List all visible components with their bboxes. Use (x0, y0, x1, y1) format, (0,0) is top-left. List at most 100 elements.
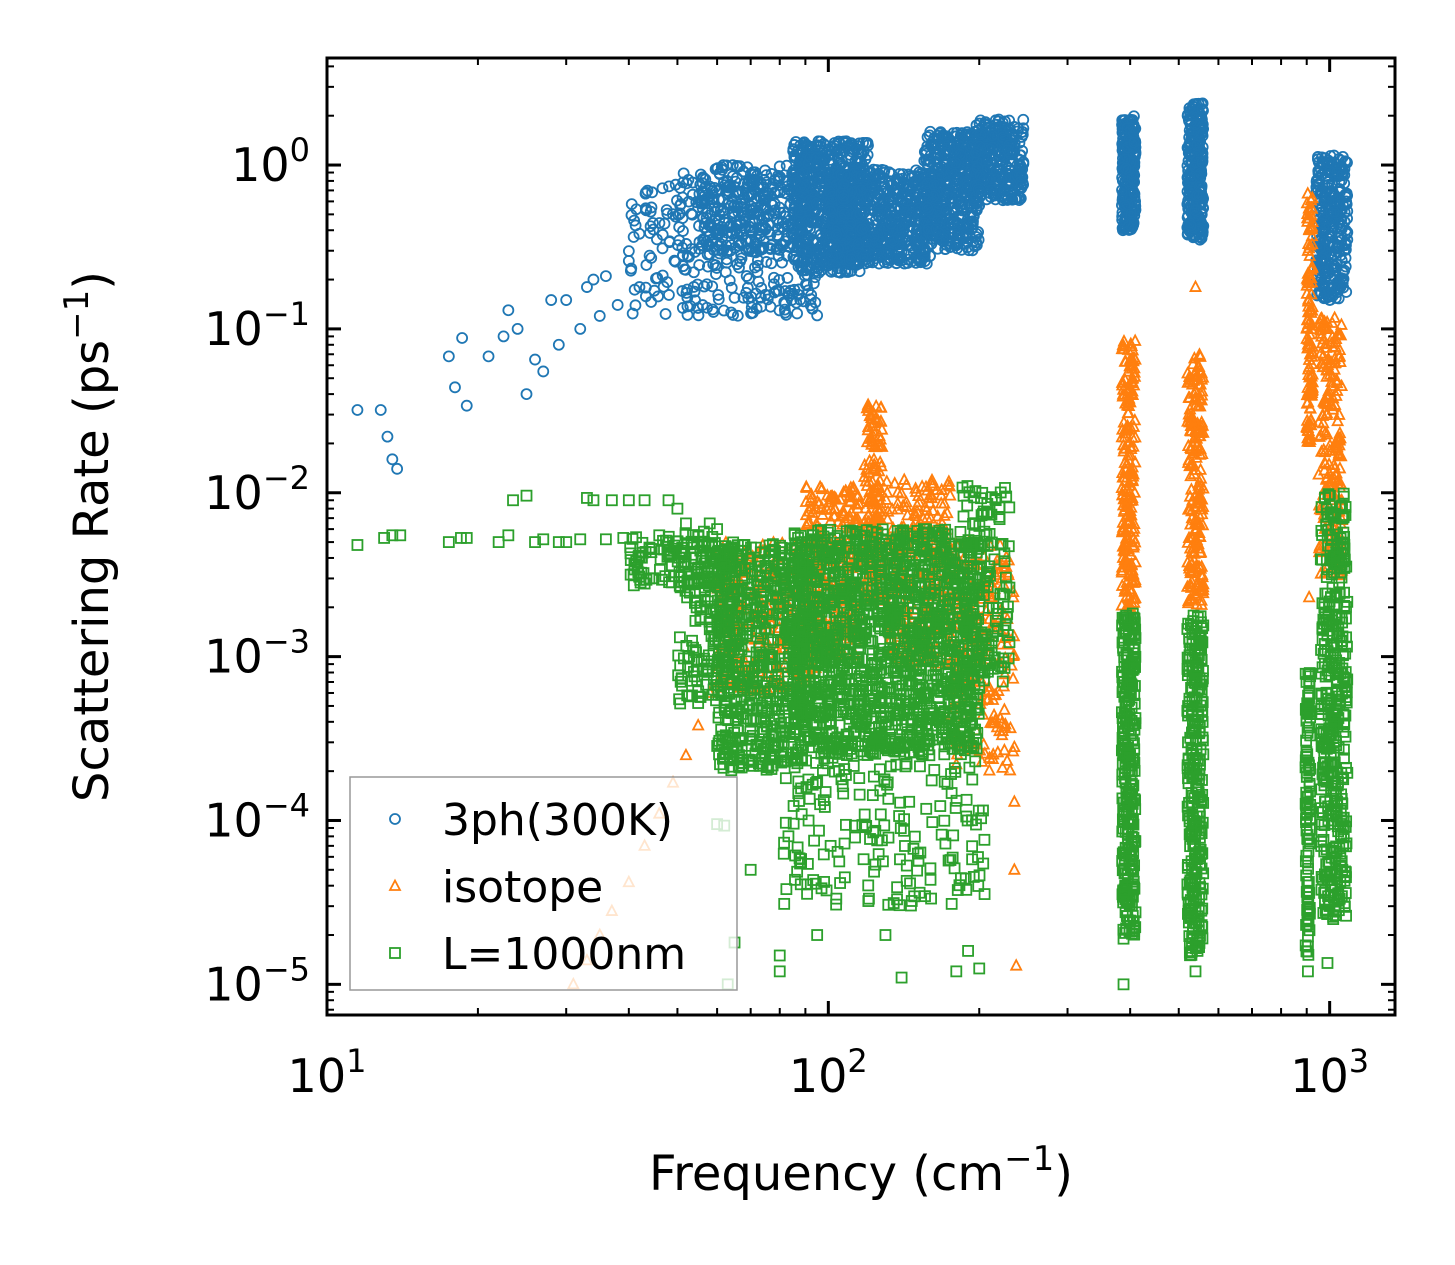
data-point-circle (760, 169, 773, 181)
data-point-circle (711, 162, 724, 175)
data-point-circle (391, 462, 404, 475)
data-point-circle (460, 399, 473, 412)
data-point-circle (746, 215, 759, 228)
data-point-circle (711, 244, 724, 256)
data-point-circle (768, 271, 780, 284)
data-point-circle (672, 209, 685, 221)
data-point-circle (745, 307, 757, 320)
data-point-triangle (799, 479, 813, 492)
data-point-circle (663, 289, 675, 301)
data-point-circle (729, 224, 742, 237)
data-point-triangle (1007, 794, 1021, 807)
data-point-circle (593, 310, 606, 322)
data-point-circle (374, 404, 387, 416)
data-point-circle (743, 242, 756, 255)
data-point-circle (648, 284, 661, 297)
data-point-circle (640, 259, 653, 271)
data-point-circle (704, 180, 716, 193)
data-point-circle (742, 174, 755, 187)
data-point-circle (624, 264, 637, 277)
data-point-circle (740, 182, 753, 195)
data-point-circle (652, 290, 664, 303)
data-point-circle (704, 209, 716, 222)
data-point-circle (719, 266, 732, 279)
data-point-circle (442, 350, 455, 363)
data-point-circle (639, 290, 652, 303)
data-point-circle (656, 228, 669, 241)
data-point-circle (351, 404, 364, 416)
data-point-circle (645, 201, 658, 214)
data-point-circle (717, 243, 730, 256)
data-point-circle (761, 293, 774, 306)
data-point-circle (712, 293, 725, 306)
data-point-triangle (679, 747, 693, 761)
data-point-circle (707, 258, 720, 271)
data-point-circle (386, 453, 399, 466)
data-point-circle (611, 299, 624, 311)
data-point-circle (482, 350, 495, 363)
data-point-circle (691, 278, 704, 291)
data-point-triangle (1302, 589, 1316, 603)
data-point-circle (677, 225, 689, 237)
data-point-circle (669, 255, 682, 268)
data-point-circle (714, 204, 727, 217)
data-point-circle (681, 291, 694, 304)
data-point-circle (757, 241, 770, 254)
data-point-circle (688, 285, 701, 298)
data-point-circle (802, 284, 815, 297)
data-point-circle (710, 223, 722, 236)
data-point-circle (728, 291, 741, 304)
data-point-circle (706, 280, 719, 293)
data-point-circle (651, 272, 664, 284)
data-point-circle (658, 217, 671, 230)
data-point-circle (674, 207, 686, 220)
data-point-circle (737, 165, 750, 178)
data-point-circle (748, 184, 761, 197)
data-point-circle (671, 239, 684, 252)
data-point-circle (587, 273, 600, 286)
data-point-circle (673, 221, 686, 234)
data-point-circle (731, 309, 744, 322)
data-point-circle (626, 307, 639, 320)
data-point-circle (766, 199, 779, 212)
data-point-circle (755, 291, 767, 304)
data-point-circle (497, 330, 510, 343)
data-point-circle (806, 302, 819, 315)
data-point-triangle (1003, 762, 1017, 776)
data-point-circle (599, 270, 612, 282)
data-point-circle (663, 180, 675, 193)
data-point-circle (545, 294, 558, 306)
data-point-circle (779, 285, 792, 297)
data-point-triangle (691, 718, 705, 731)
data-point-circle (537, 365, 550, 378)
data-point-circle (622, 245, 635, 258)
data-point-circle (707, 306, 720, 318)
data-point-circle (677, 176, 690, 189)
data-point-circle (627, 231, 640, 243)
data-point-circle (726, 207, 738, 220)
data-point-circle (782, 287, 795, 300)
data-point-triangle (1007, 862, 1021, 875)
data-point-circle (853, 265, 866, 278)
data-point-circle (740, 270, 753, 282)
data-point-circle (747, 202, 760, 215)
plot-area (351, 97, 1354, 991)
data-point-circle (754, 223, 767, 236)
data-point-circle (681, 300, 694, 313)
data-point-circle (671, 194, 683, 207)
data-point-circle (752, 275, 765, 288)
data-point-circle (723, 185, 736, 198)
data-point-circle (791, 307, 803, 320)
data-point-circle (727, 309, 739, 321)
data-point-circle (661, 276, 674, 289)
data-point-circle (659, 308, 672, 320)
data-point-circle (381, 430, 394, 443)
data-point-circle (647, 217, 659, 229)
data-point-circle (772, 223, 784, 236)
data-point-circle (520, 388, 533, 401)
data-point-circle (772, 175, 784, 187)
data-point-circle (552, 338, 565, 351)
data-point-circle (781, 272, 794, 284)
data-point-circle (682, 195, 695, 208)
